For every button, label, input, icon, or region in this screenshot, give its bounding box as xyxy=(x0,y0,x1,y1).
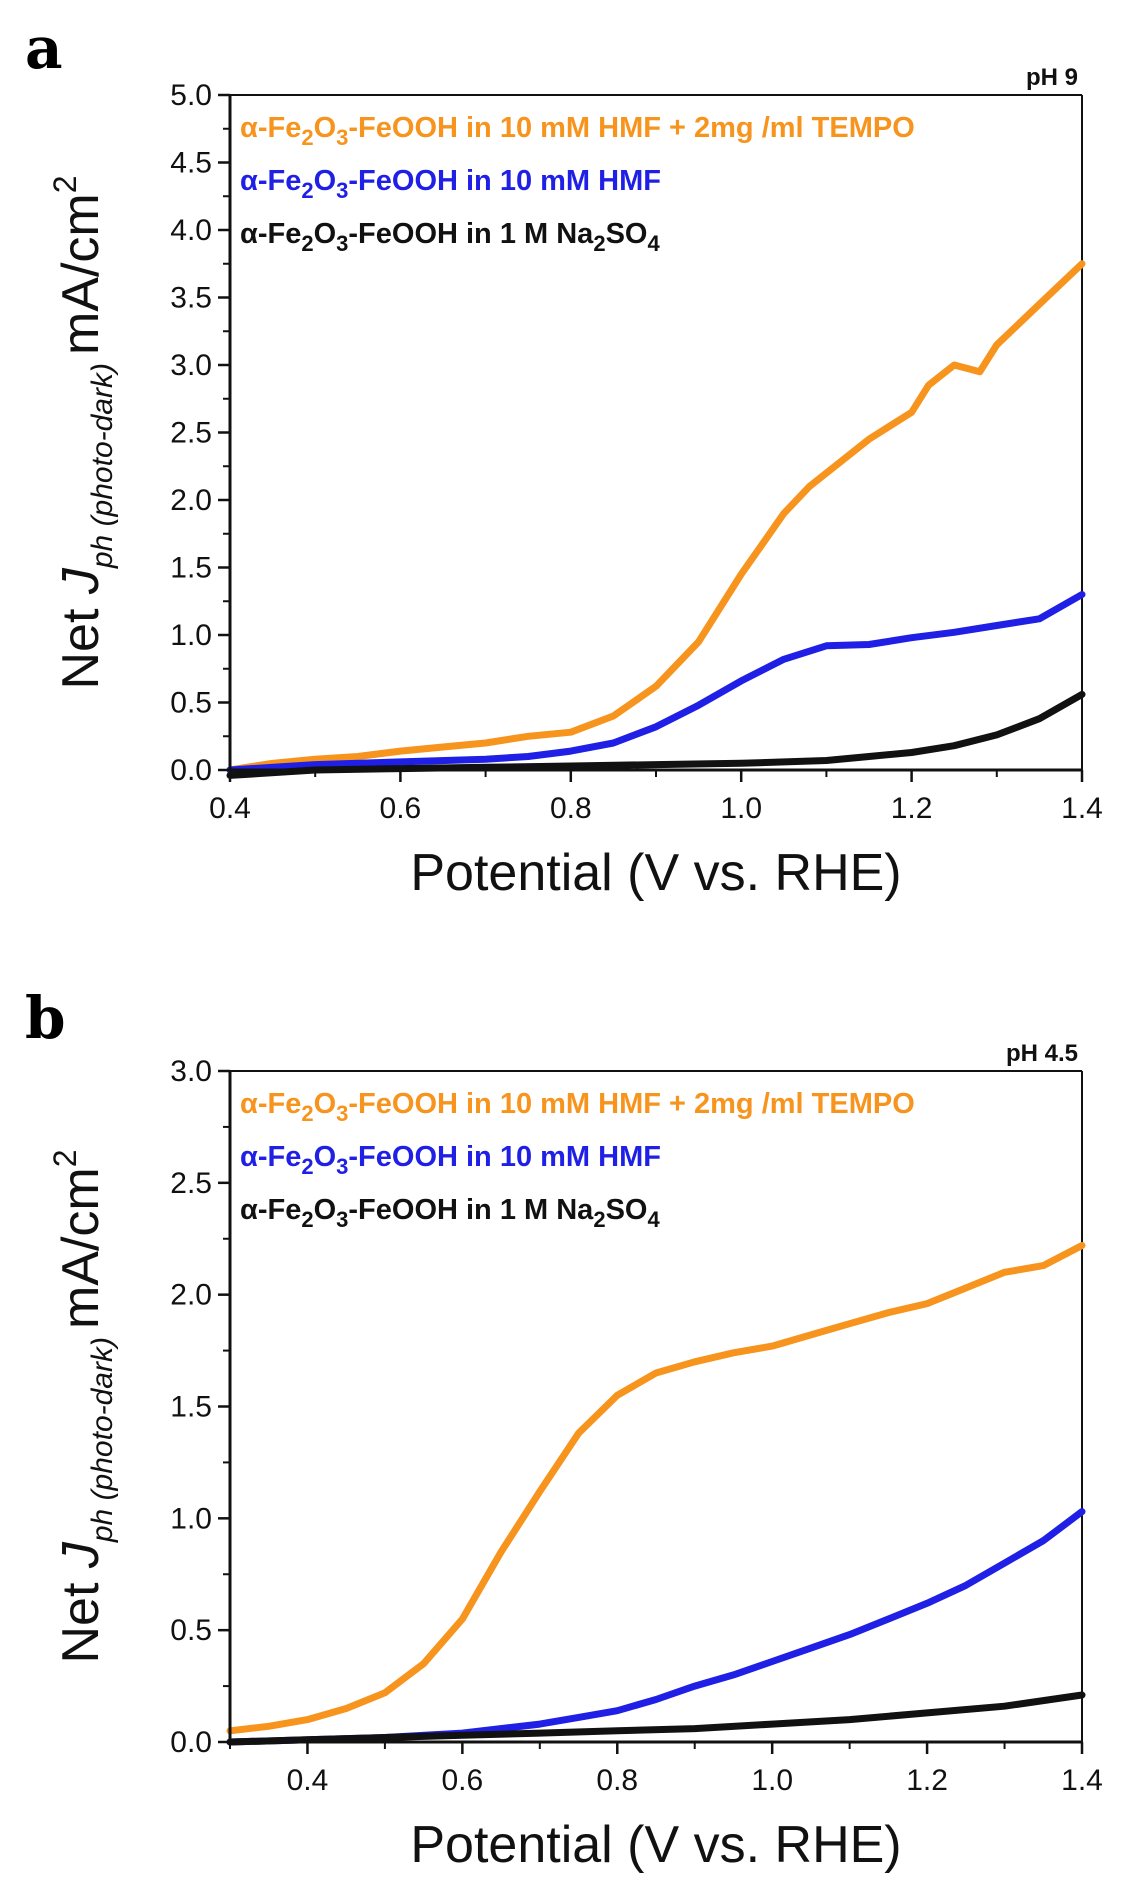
y-tick-label: 0.5 xyxy=(170,1614,212,1647)
panel-letter: a xyxy=(25,14,63,82)
y-tick-label: 0.0 xyxy=(170,754,212,787)
series-line-0 xyxy=(226,260,1086,774)
y-tick-label: 0.5 xyxy=(170,687,212,720)
y-tick-label: 2.5 xyxy=(170,417,212,450)
x-tick-label: 1.0 xyxy=(751,1764,793,1797)
y-tick-label: 4.5 xyxy=(170,147,212,180)
y-tick-label: 3.5 xyxy=(170,282,212,315)
legend-entry-0: α-Fe2O3-FeOOH in 10 mM HMF + 2mg /ml TEM… xyxy=(240,112,915,150)
y-axis-title: Net Jph (photo-dark)mA/cm2 xyxy=(47,1149,119,1663)
x-tick-label: 1.4 xyxy=(1061,1764,1103,1797)
chart-panel-a: a 0.0 0.5 1.0 1.5 2.0 2.5 3.0 3.5 4.0 4.5 5.0 0.4 0.6… xyxy=(25,14,1103,902)
y-tick-label: 1.5 xyxy=(170,552,212,585)
y-tick-label: 4.0 xyxy=(170,214,212,247)
series-line-1 xyxy=(226,591,1086,774)
chart-panel-b: b 0.0 0.5 1.0 1.5 2.0 2.5 3.0 0.4 0.6 0.8 1.0 1.2 1.4… xyxy=(25,984,1103,1874)
x-tick-label: 1.0 xyxy=(720,792,762,825)
x-tick-label: 1.4 xyxy=(1061,792,1103,825)
x-tick-label: 0.4 xyxy=(287,1764,329,1797)
y-tick-label: 0.0 xyxy=(170,1726,212,1759)
legend-entry-1: α-Fe2O3-FeOOH in 10 mM HMF xyxy=(240,165,661,203)
x-tick-label: 0.8 xyxy=(550,792,592,825)
x-axis-title: Potential (V vs. RHE) xyxy=(410,844,901,902)
y-tick-label: 2.0 xyxy=(170,484,212,517)
series-line-2 xyxy=(226,690,1086,779)
x-tick-label: 0.6 xyxy=(442,1764,484,1797)
ph-annotation: pH 4.5 xyxy=(1006,1040,1078,1067)
y-tick-label: 5.0 xyxy=(170,79,212,112)
y-tick-label: 2.0 xyxy=(170,1279,212,1312)
legend-entry-2: α-Fe2O3-FeOOH in 1 M Na2SO4 xyxy=(240,218,660,256)
legend-entry-2: α-Fe2O3-FeOOH in 1 M Na2SO4 xyxy=(240,1194,660,1232)
ph-annotation: pH 9 xyxy=(1026,64,1078,91)
y-tick-label: 1.0 xyxy=(170,1502,212,1535)
y-tick-label: 1.0 xyxy=(170,619,212,652)
x-tick-label: 0.8 xyxy=(596,1764,638,1797)
y-tick-label: 1.5 xyxy=(170,1391,212,1424)
y-tick-label: 2.5 xyxy=(170,1167,212,1200)
x-tick-label: 1.2 xyxy=(906,1764,948,1797)
panel-letter: b xyxy=(25,984,66,1052)
x-tick-label: 1.2 xyxy=(891,792,933,825)
series-line-0 xyxy=(226,1242,1086,1735)
y-tick-label: 3.0 xyxy=(170,349,212,382)
x-tick-label: 0.6 xyxy=(380,792,422,825)
legend-entry-0: α-Fe2O3-FeOOH in 10 mM HMF + 2mg /ml TEM… xyxy=(240,1088,915,1126)
x-axis-title: Potential (V vs. RHE) xyxy=(410,1816,901,1874)
x-tick-label: 0.4 xyxy=(209,792,251,825)
legend-entry-1: α-Fe2O3-FeOOH in 10 mM HMF xyxy=(240,1141,661,1179)
y-tick-label: 3.0 xyxy=(170,1055,212,1088)
series-line-2 xyxy=(226,1691,1086,1746)
y-axis-title: Net Jph (photo-dark)mA/cm2 xyxy=(47,175,119,689)
